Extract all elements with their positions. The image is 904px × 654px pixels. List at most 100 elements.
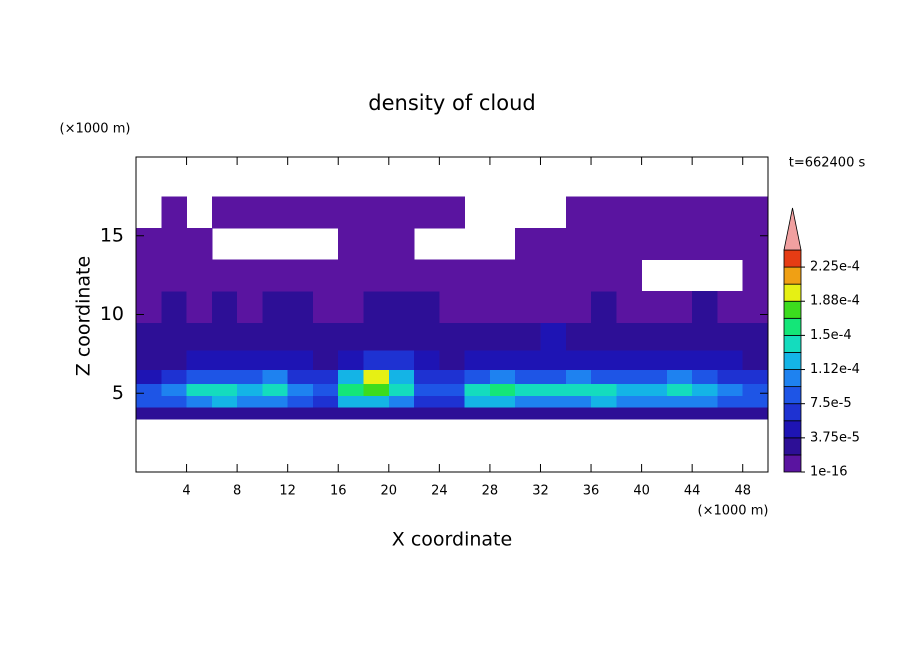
contour-cell: [414, 369, 440, 385]
x-tick-label: 48: [734, 484, 751, 499]
contour-cell: [363, 349, 390, 371]
contour-cell: [237, 349, 263, 371]
contour-cell: [717, 383, 744, 396]
contour-cell: [565, 290, 592, 323]
contour-cell: [515, 369, 542, 385]
contour-cell: [666, 395, 693, 408]
contour-cell: [136, 322, 162, 351]
contour-cell: [312, 349, 339, 371]
contour-cell: [287, 322, 314, 351]
contour-cell: [363, 259, 390, 292]
contour-cell: [161, 349, 188, 371]
x-tick-label: 44: [684, 484, 701, 499]
contour-cell: [515, 227, 542, 260]
contour-cell: [414, 196, 440, 229]
contour-cell: [717, 227, 744, 260]
contour-field: [136, 196, 768, 420]
contour-cell: [666, 290, 693, 323]
contour-cell: [211, 349, 238, 371]
contour-cell: [186, 259, 213, 292]
contour-cell: [692, 349, 719, 371]
contour-cell: [312, 290, 339, 323]
contour-cell: [641, 196, 668, 229]
colorbar-box: [783, 283, 802, 302]
contour-cell: [237, 259, 263, 292]
contour-cell: [237, 395, 263, 408]
contour-cell: [338, 407, 365, 420]
contour-cell: [439, 196, 466, 229]
contour-cell: [515, 322, 542, 351]
contour-cell: [312, 395, 339, 408]
contour-cell: [717, 407, 744, 420]
contour-cell: [565, 369, 592, 385]
contour-cell: [338, 369, 365, 385]
contour-cell: [565, 259, 592, 292]
colorbar-tick-label: 1.88e-4: [810, 294, 860, 309]
contour-cell: [742, 322, 768, 351]
contour-cell: [388, 383, 415, 396]
contour-cell: [161, 196, 188, 229]
contour-cell: [489, 407, 516, 420]
colorbar-box: [783, 369, 802, 388]
colorbar-tick-label: 1.12e-4: [810, 362, 860, 377]
contour-cell: [338, 227, 365, 260]
contour-cell: [414, 395, 440, 408]
contour-cell: [489, 383, 516, 396]
contour-cell: [565, 383, 592, 396]
contour-cell: [641, 369, 668, 385]
contour-cell: [414, 259, 440, 292]
contour-cell: [515, 395, 542, 408]
contour-cell: [136, 383, 162, 396]
contour-cell: [414, 322, 440, 351]
contour-cell: [692, 369, 719, 385]
contour-cell: [388, 227, 415, 260]
contour-cell: [591, 369, 617, 385]
contour-cell: [161, 290, 188, 323]
colorbar-box: [783, 420, 802, 439]
contour-cell: [312, 196, 339, 229]
contour-cell: [338, 383, 365, 396]
contour-cell: [717, 322, 744, 351]
contour-cell: [641, 322, 668, 351]
contour-cell: [262, 259, 289, 292]
contour-cell: [489, 349, 516, 371]
y-unit: (×1000 m): [60, 122, 131, 137]
contour-cell: [616, 196, 643, 229]
contour-cell: [363, 383, 390, 396]
contour-cell: [591, 196, 617, 229]
y-tick-label: 15: [100, 224, 124, 246]
y-tick-label: 10: [100, 303, 124, 325]
contour-cell: [742, 369, 768, 385]
contour-cell: [591, 407, 617, 420]
contour-cell: [136, 259, 162, 292]
x-axis-label: X coordinate: [392, 529, 512, 551]
contour-cell: [186, 383, 213, 396]
contour-cell: [565, 196, 592, 229]
contour-cell: [540, 383, 567, 396]
contour-cell: [161, 407, 188, 420]
contour-cell: [717, 369, 744, 385]
contour-cell: [489, 259, 516, 292]
contour-cell: [641, 383, 668, 396]
contour-cell: [161, 227, 188, 260]
contour-cell: [742, 383, 768, 396]
x-unit: (×1000 m): [698, 504, 769, 519]
contour-cell: [262, 395, 289, 408]
chart-title: density of cloud: [368, 91, 535, 115]
contour-cell: [262, 369, 289, 385]
contour-cell: [186, 395, 213, 408]
contour-cell: [136, 407, 162, 420]
contour-cell: [388, 196, 415, 229]
contour-cell: [414, 407, 440, 420]
contour-cell: [717, 290, 744, 323]
contour-cell: [338, 290, 365, 323]
contour-cell: [515, 290, 542, 323]
x-tick-label: 40: [633, 484, 650, 499]
contour-cell: [641, 395, 668, 408]
contour-cell: [742, 196, 768, 229]
contour-cell: [287, 259, 314, 292]
contour-cell: [211, 196, 238, 229]
contour-cell: [591, 290, 617, 323]
contour-cell: [262, 196, 289, 229]
